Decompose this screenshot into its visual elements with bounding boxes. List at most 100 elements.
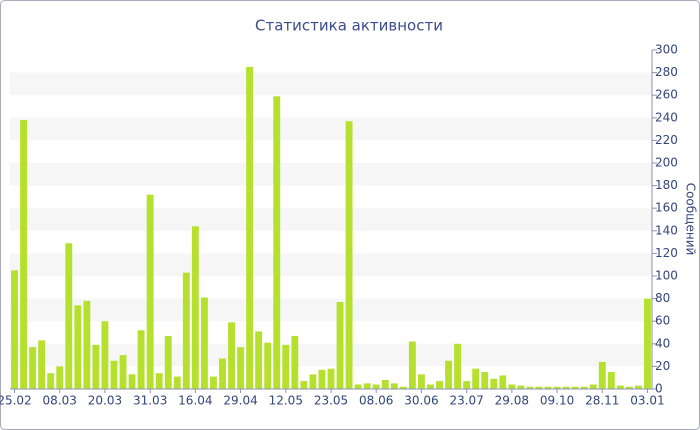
bar — [580, 386, 588, 389]
x-tick-label: 30.06 — [404, 394, 438, 408]
bar — [390, 383, 398, 389]
y-tick-label: 220 — [655, 133, 678, 147]
bar — [38, 340, 46, 389]
bar — [20, 120, 27, 389]
bar — [110, 360, 118, 389]
y-tick-label: 300 — [655, 43, 678, 57]
bar — [228, 322, 235, 389]
bar — [644, 298, 651, 389]
bar — [119, 355, 127, 389]
bar — [517, 385, 525, 389]
bar — [327, 368, 335, 389]
bar — [508, 384, 516, 389]
bar — [345, 121, 353, 389]
bar — [191, 226, 199, 389]
bar — [173, 376, 181, 389]
bar — [47, 373, 55, 389]
y-tick-label: 40 — [655, 336, 670, 350]
bar — [264, 342, 272, 389]
bar — [372, 384, 380, 389]
y-tick-label: 240 — [655, 110, 678, 124]
bar — [101, 321, 109, 389]
x-tick-label: 08.03 — [43, 394, 77, 408]
grid-band — [10, 163, 652, 186]
bar — [146, 194, 154, 389]
bar — [255, 331, 263, 389]
y-tick-label: 200 — [655, 156, 678, 170]
bar — [598, 361, 606, 389]
bar — [309, 374, 317, 389]
bar — [381, 379, 389, 389]
x-tick-label: 08.06 — [359, 394, 393, 408]
grid-band — [10, 253, 652, 276]
bar — [282, 344, 290, 389]
bar — [481, 372, 489, 389]
bar — [219, 358, 226, 389]
y-tick-label: 160 — [655, 201, 678, 215]
bar — [210, 376, 217, 389]
bar — [318, 369, 326, 389]
bar — [499, 375, 507, 389]
x-tick-label: 12.05 — [269, 394, 303, 408]
x-tick-label: 29.04 — [223, 394, 257, 408]
bar — [408, 341, 416, 389]
bar — [273, 96, 281, 389]
bar — [436, 381, 443, 389]
x-tick-label: 09.10 — [540, 394, 574, 408]
grid-band — [10, 298, 652, 322]
bar — [472, 368, 480, 389]
bar — [92, 344, 100, 389]
bar — [571, 386, 579, 389]
bar — [562, 386, 570, 389]
bar — [300, 381, 308, 389]
bar — [454, 343, 462, 389]
bar — [65, 243, 73, 389]
bar — [29, 347, 37, 389]
bar — [535, 386, 543, 389]
y-tick-label: 0 — [655, 382, 663, 396]
x-tick-label: 29.08 — [495, 394, 529, 408]
bar — [164, 335, 172, 389]
bar — [607, 372, 615, 389]
chart-title: Статистика активности — [255, 17, 443, 35]
x-tick-label: 28.11 — [585, 394, 619, 408]
bar — [625, 386, 633, 389]
bar — [399, 386, 407, 389]
y-tick-label: 260 — [655, 88, 678, 102]
grid-band — [10, 208, 652, 231]
bar — [128, 374, 136, 389]
x-tick-label: 23.07 — [449, 394, 483, 408]
y-tick-label: 120 — [655, 246, 678, 260]
y-tick-label: 280 — [655, 65, 678, 79]
bar — [246, 66, 254, 389]
bar — [83, 300, 91, 389]
bar — [445, 360, 452, 389]
bar — [526, 386, 534, 389]
y-tick-label: 180 — [655, 178, 678, 192]
x-tick-label: 25.02 — [0, 394, 32, 408]
bar — [56, 366, 64, 389]
bar — [237, 347, 245, 389]
bar — [635, 385, 642, 389]
x-tick-label: 20.03 — [88, 394, 122, 408]
grid-band — [10, 72, 652, 96]
x-tick-label: 16.04 — [178, 394, 212, 408]
bar — [490, 378, 498, 389]
bar — [363, 383, 371, 389]
bar — [336, 301, 344, 389]
bar — [616, 385, 624, 389]
y-tick-label: 60 — [655, 314, 670, 328]
bar — [417, 374, 425, 389]
y-tick-label: 140 — [655, 223, 678, 237]
y-axis-label: Сообщений — [684, 183, 698, 256]
bar — [589, 384, 597, 389]
bar — [354, 384, 362, 389]
bar — [155, 373, 163, 389]
bar — [427, 384, 434, 389]
x-tick-label: 31.03 — [133, 394, 167, 408]
bar — [291, 335, 299, 389]
grid-band — [10, 117, 652, 141]
bar — [137, 330, 145, 389]
x-tick-label: 23.05 — [314, 394, 348, 408]
